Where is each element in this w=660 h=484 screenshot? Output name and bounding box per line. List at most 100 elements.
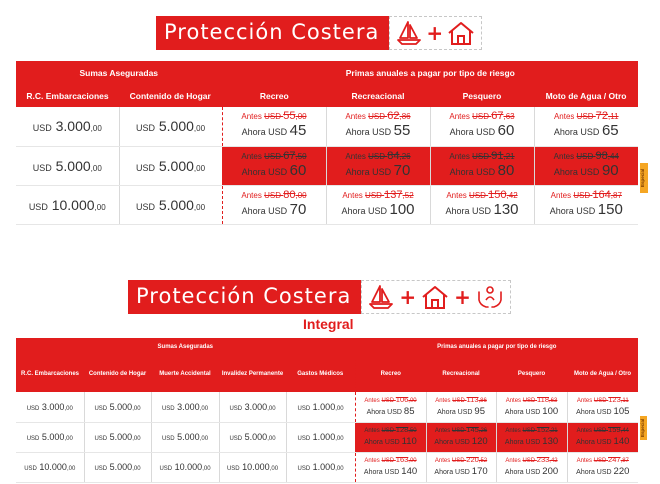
- old-price-label: Antes: [241, 151, 262, 161]
- sum-insured-cell: USD 5.000,00: [119, 146, 222, 186]
- banner-title-integral: Protección Costera: [128, 280, 362, 314]
- currency-label: USD: [229, 405, 243, 412]
- new-price: Ahora USD 60: [223, 162, 326, 181]
- old-price-label: Antes: [345, 151, 366, 161]
- header-annual-premiums: Primas anuales a pagar por tipo de riesg…: [354, 338, 639, 356]
- sum-cents: ,00: [64, 405, 73, 412]
- premium-cell: Antes USD 247,87 Ahora USD 220: [567, 452, 639, 483]
- old-price-value: USD 106,00: [381, 394, 417, 404]
- col-recreo: Recreo: [354, 356, 427, 392]
- old-price-label: Antes: [449, 112, 470, 122]
- old-price: Antes USD 80,00: [223, 188, 326, 201]
- premium-cell: Antes USD 67,50 Ahora USD 60: [221, 146, 327, 186]
- currency-label: USD: [161, 405, 175, 412]
- old-price-label: Antes: [576, 397, 593, 404]
- old-price: Antes USD 163,00: [356, 455, 426, 466]
- sum-amount: 1.000: [312, 432, 336, 442]
- old-price: Antes USD 98,44: [535, 150, 639, 162]
- old-price-value: USD 72,11: [576, 110, 619, 123]
- sum-cents: ,00: [335, 466, 344, 472]
- new-price-value: 45: [289, 122, 307, 140]
- new-price: Ahora USD 45: [223, 122, 326, 141]
- new-price: Ahora USD 130: [497, 436, 567, 449]
- currency-label: USD: [135, 123, 155, 134]
- sum-insured-cell: USD 5.000,00: [84, 392, 152, 423]
- sum-cents: ,00: [193, 124, 206, 134]
- old-price: Antes USD 118,63: [497, 395, 567, 406]
- old-price-value: USD 137,52: [365, 188, 414, 201]
- currency-label: USD: [94, 466, 108, 472]
- new-price-value: 80: [497, 161, 515, 179]
- new-price-value: 55: [393, 122, 411, 140]
- new-price: Ahora USD 120: [427, 436, 496, 449]
- new-price: Ahora USD 170: [427, 466, 496, 479]
- premium-cell: Antes USD 123,11 Ahora USD 105: [567, 392, 639, 423]
- col-moto-agua: Moto de Agua / Otro: [567, 356, 639, 392]
- currency-label: USD: [94, 436, 108, 442]
- sum-insured-cell: USD 5.000,00: [16, 422, 85, 453]
- sum-amount: 3.000: [244, 401, 268, 412]
- sum-cents: ,00: [199, 436, 209, 442]
- sum-insured-cell: USD 3.000,00: [16, 107, 120, 147]
- old-price: Antes USD 84,26: [327, 150, 430, 162]
- sum-amount: 5.000: [177, 432, 200, 442]
- sum-insured-cell: USD 3.000,00: [16, 392, 85, 423]
- sum-cents: ,00: [335, 405, 344, 412]
- old-price-value: USD 145,26: [451, 425, 488, 434]
- premium-cell: Antes USD 80,00 Ahora USD 70: [221, 185, 327, 225]
- old-price: Antes USD 72,11: [535, 111, 639, 122]
- sum-cents: ,00: [269, 466, 279, 472]
- old-price-label: Antes: [345, 112, 366, 122]
- premium-cell: Antes USD 233,42 Ahora USD 200: [496, 452, 568, 483]
- col-pesquero: Pesquero: [496, 356, 568, 392]
- old-price: Antes USD 106,00: [356, 395, 426, 406]
- new-price: Ahora USD 95: [427, 406, 496, 419]
- new-price: Ahora USD 130: [431, 201, 534, 220]
- old-price: Antes USD 164,87: [535, 188, 639, 201]
- sum-amount: 10.000: [174, 462, 203, 472]
- new-price: Ahora USD 100: [327, 201, 430, 220]
- premium-cell: Antes USD 145,26 Ahora USD 120: [426, 422, 497, 453]
- sum-amount: 3.000: [41, 401, 65, 412]
- old-price-value: USD 152,21: [522, 425, 558, 434]
- old-price-value: USD 91,21: [472, 149, 515, 162]
- old-price-value: USD 118,63: [522, 394, 558, 404]
- col-pesquero: Pesquero: [430, 84, 534, 107]
- sum-cents: ,00: [132, 405, 141, 412]
- old-price-label: Antes: [364, 458, 380, 464]
- new-price-value: 150: [597, 200, 623, 218]
- currency-label: USD: [32, 162, 52, 173]
- old-price: Antes USD 123,11: [568, 395, 639, 406]
- new-price-value: 90: [601, 161, 619, 179]
- new-price-label: Ahora USD: [504, 408, 541, 416]
- old-price-value: USD 62,86: [368, 110, 411, 123]
- new-price-label: Ahora USD: [241, 166, 288, 177]
- new-price: Ahora USD 220: [568, 466, 639, 479]
- currency-label: USD: [297, 436, 311, 442]
- sum-insured-cell: USD 5.000,00: [219, 422, 287, 453]
- col-muerte-accidental: Muerte Accidental: [151, 356, 219, 392]
- new-price-label: Ahora USD: [437, 408, 473, 416]
- old-price-value: USD 164,87: [573, 188, 622, 201]
- old-price-label: Antes: [342, 190, 363, 200]
- sailboat-icon: [368, 284, 394, 310]
- new-price: Ahora USD 110: [356, 436, 426, 449]
- hands-person-icon: [476, 284, 504, 310]
- premium-cell: Antes USD 91,21 Ahora USD 80: [430, 146, 535, 186]
- sum-insured-cell: USD 5.000,00: [84, 452, 152, 483]
- old-price-label: Antes: [449, 151, 470, 161]
- premium-cell: Antes USD 62,86 Ahora USD 55: [326, 107, 431, 147]
- sum-amount: 5.000: [109, 462, 133, 472]
- old-price-value: USD 123,11: [593, 394, 629, 404]
- old-price-value: USD 80,00: [264, 188, 307, 201]
- premium-table-integral: Sumas Aseguradas Primas anuales a pagar …: [16, 338, 639, 483]
- old-price-value: USD 163,00: [381, 455, 417, 464]
- header-sums-insured: Sumas Aseguradas: [16, 338, 356, 356]
- sum-cents: ,00: [90, 124, 102, 134]
- premium-cell: Antes USD 137,52 Ahora USD 100: [326, 185, 431, 225]
- sum-insured-cell: USD 1.000,00: [286, 452, 356, 483]
- currency-label: USD: [24, 466, 37, 472]
- new-price-label: Ahora USD: [241, 127, 288, 138]
- sum-amount: 5.000: [158, 196, 194, 213]
- old-price: Antes USD 145,26: [427, 425, 496, 436]
